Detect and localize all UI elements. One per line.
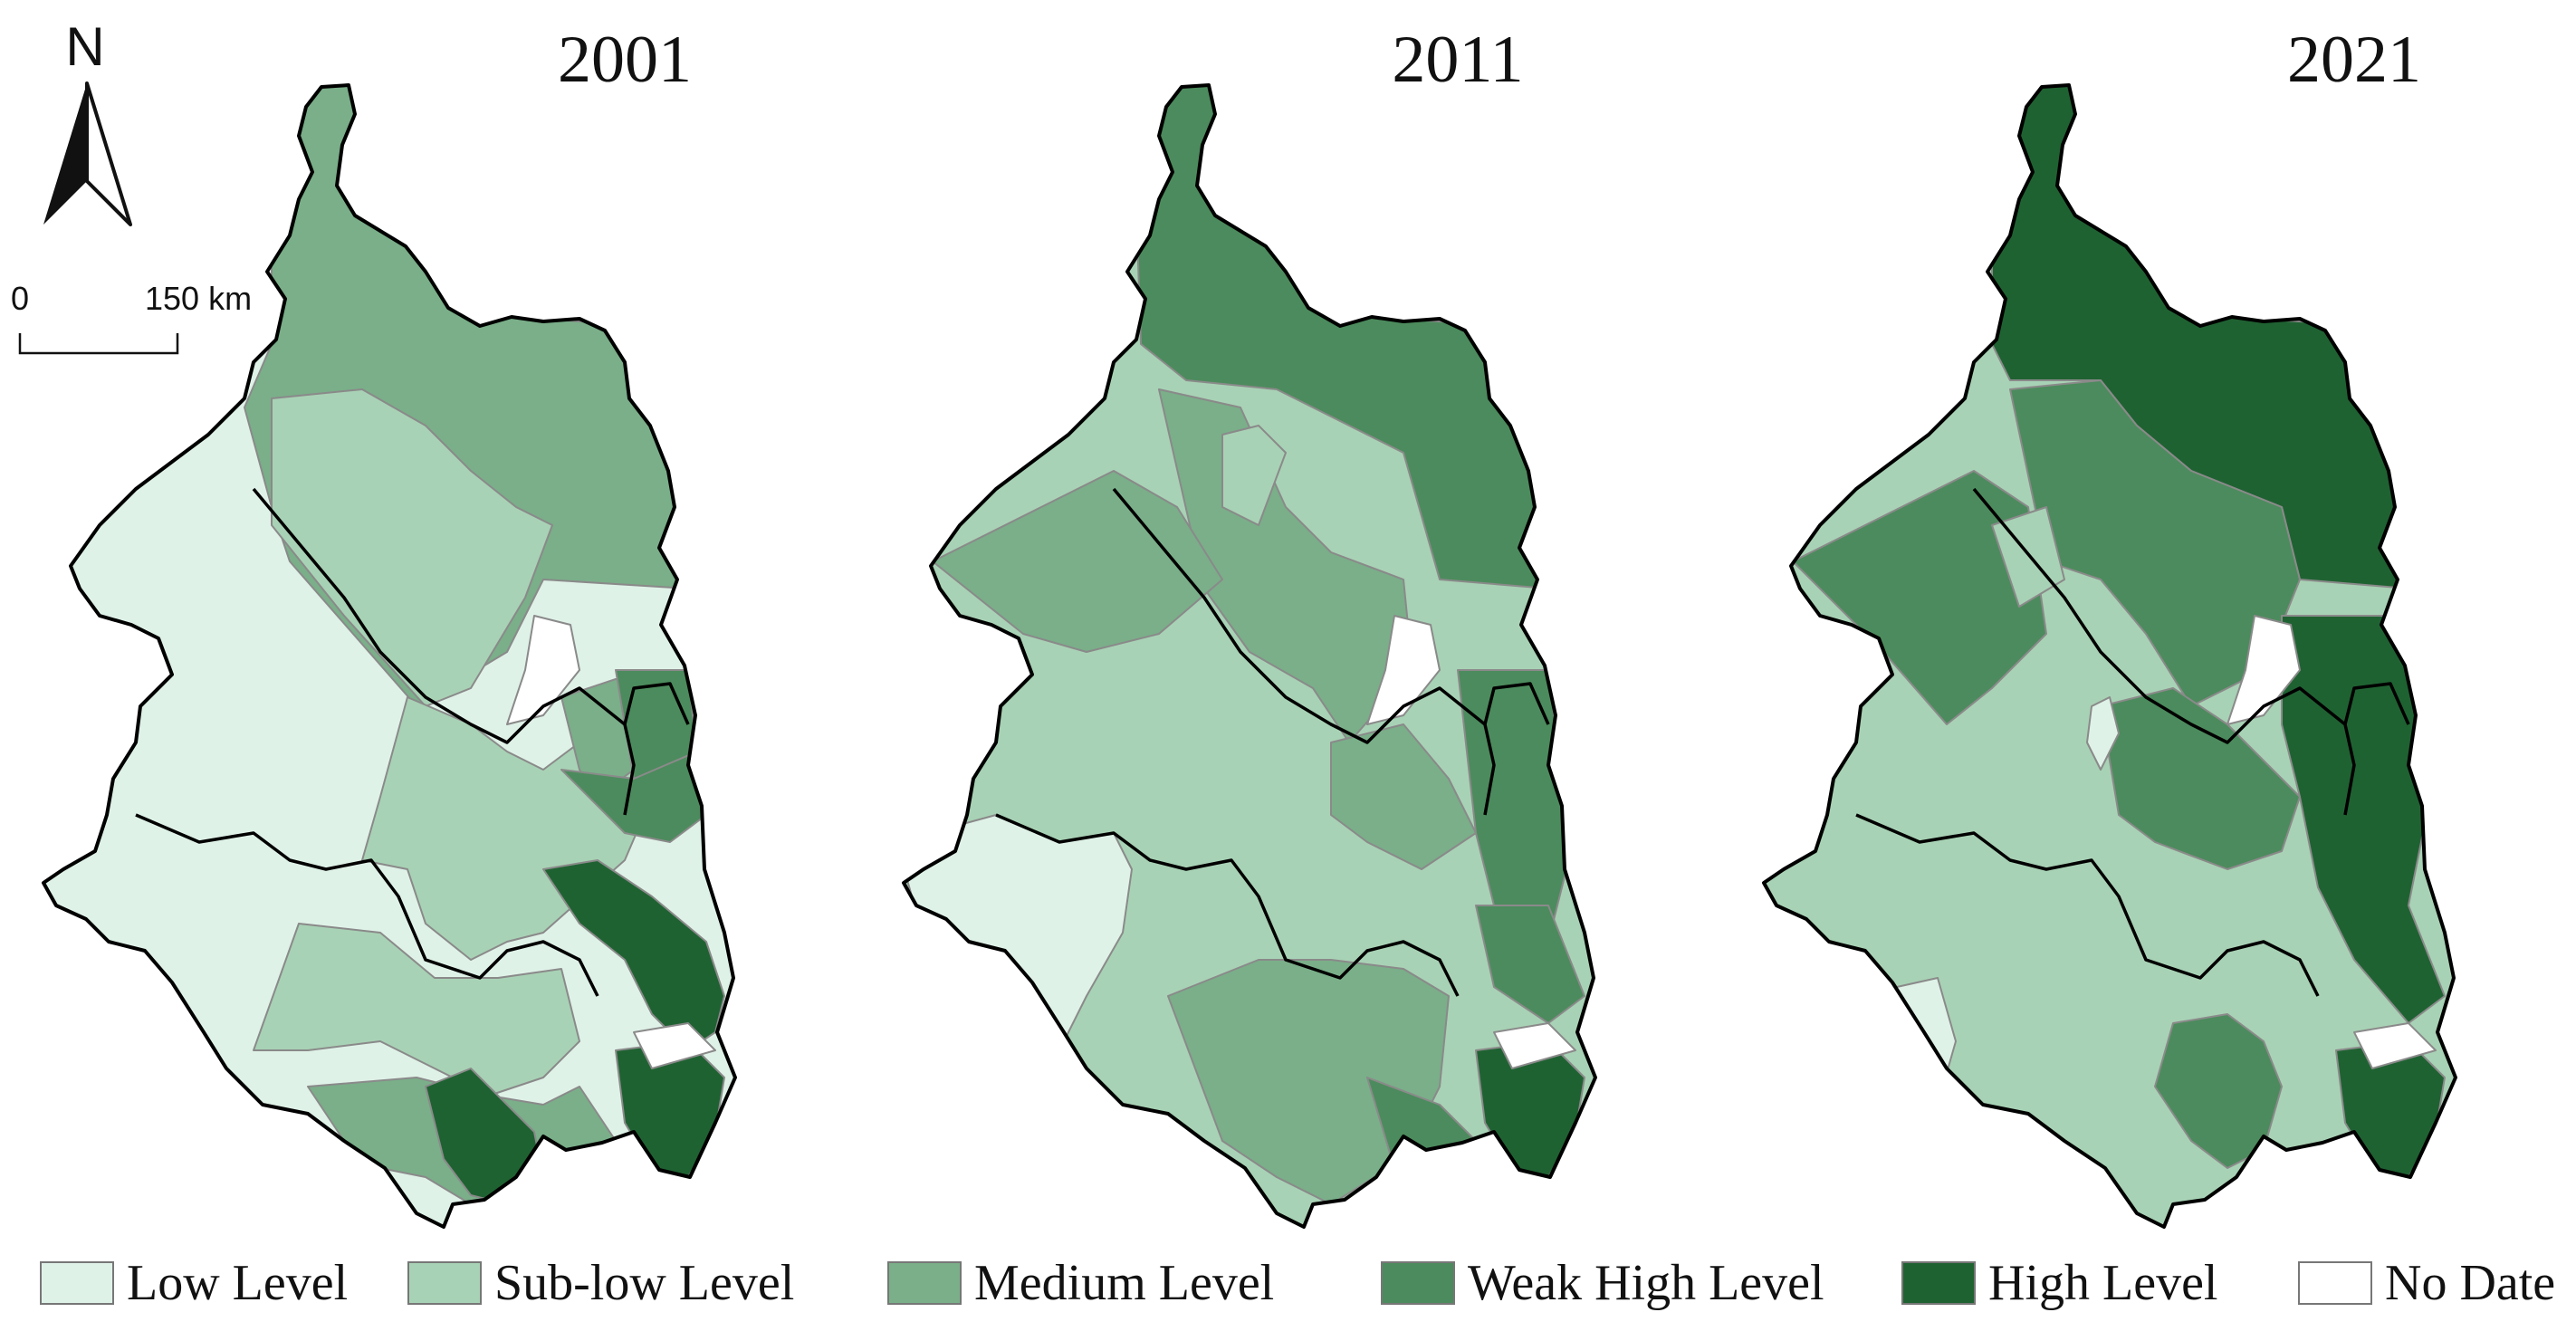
legend-swatch [2298,1261,2372,1305]
legend-item-high: High Level [1901,1254,2217,1312]
region-weakhigh [2100,687,2301,870]
region-nodata [2353,1022,2437,1069]
legend-item-no-date: No Date [2298,1254,2555,1312]
scale-bar: 0 150 km [11,280,252,355]
map-year-label: 2021 [2287,23,2421,97]
legend-label: Medium Level [974,1255,1275,1311]
legend-swatch [887,1261,962,1305]
scale-bar-zero: 0 [11,280,29,317]
north-arrow-letter: N [65,16,104,77]
legend-label: No Date [2385,1255,2556,1311]
legend-swatch [40,1261,114,1305]
north-arrow-right-icon [85,81,132,226]
map-panels: 2001 2011 [11,16,2457,1229]
region-medium [932,470,1223,653]
north-arrow-left-icon [43,83,87,225]
map-year-label: 2011 [1392,23,1523,97]
legend-item-sublow: Sub-low Level [407,1254,794,1312]
legend-item-low: Low Level [40,1254,348,1312]
map-year-label: 2001 [558,23,692,97]
region-nodata [1366,615,1441,725]
scale-bar-line [18,333,179,355]
legend-swatch [1381,1261,1455,1305]
legend-item-medium: Medium Level [887,1254,1274,1312]
region-sublow [271,388,553,707]
legend-swatch [407,1261,482,1305]
legend-label: High Level [1988,1255,2218,1311]
region-sublow [1221,425,1287,526]
legend-label: Weak High Level [1468,1255,1824,1311]
region-weakhigh [1475,905,1585,1024]
region-medium [1167,959,1450,1205]
map-panel-2011: 2011 [902,23,1597,1229]
legend-swatch [1901,1261,1976,1305]
region-sublow [253,923,580,1097]
legend-item-weak-high: Weak High Level [1381,1254,1824,1312]
region-nodata [633,1022,716,1069]
north-arrow: N [43,16,132,226]
region-nodata [1493,1022,1576,1069]
legend-label: Sub-low Level [494,1255,795,1311]
legend: Low Level Sub-low Level Medium Level Wea… [0,1254,2576,1327]
region-low [1855,977,1957,1115]
scale-bar-distance: 150 km [145,280,252,317]
region-medium [1330,723,1477,870]
region-weakhigh [1792,470,2047,725]
legend-label: Low Level [127,1255,349,1311]
region-low [2086,696,2120,771]
region-nodata [2226,615,2301,725]
region-nodata [506,615,580,725]
map-panel-2021: 2021 [1762,23,2457,1229]
